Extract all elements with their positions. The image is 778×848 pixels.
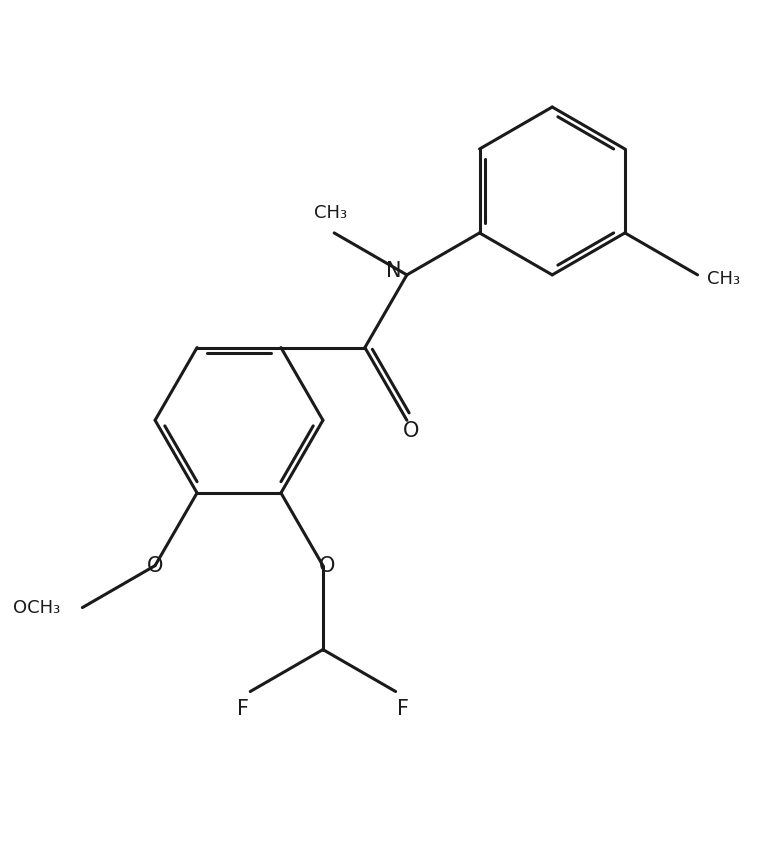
Text: CH₃: CH₃ <box>706 270 740 287</box>
Text: O: O <box>147 555 163 576</box>
Text: O: O <box>402 421 419 442</box>
Text: F: F <box>397 699 409 719</box>
Text: CH₃: CH₃ <box>314 204 347 221</box>
Text: N: N <box>386 261 401 282</box>
Text: O: O <box>318 555 335 576</box>
Text: OCH₃: OCH₃ <box>12 599 60 616</box>
Text: F: F <box>237 699 249 719</box>
